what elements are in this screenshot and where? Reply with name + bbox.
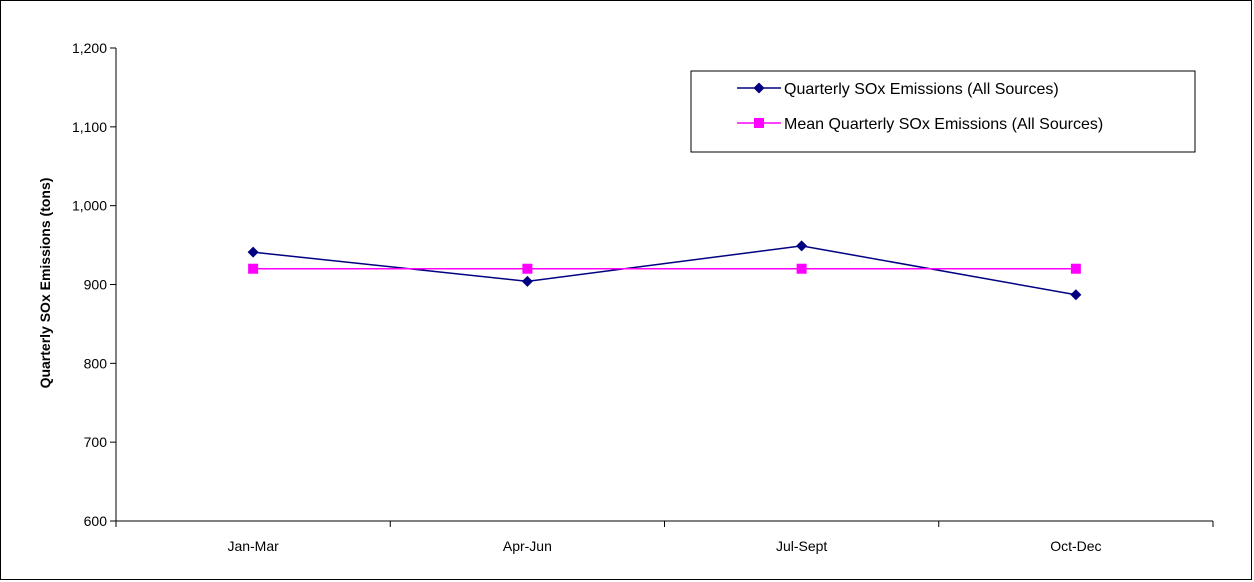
legend-items: Quarterly SOx Emissions (All Sources) Mea… bbox=[737, 81, 1103, 133]
series-2 bbox=[248, 263, 1081, 274]
series-layer bbox=[247, 240, 1082, 301]
legend-item: Quarterly SOx Emissions (All Sources) bbox=[737, 81, 1059, 98]
y-tick-label: 600 bbox=[84, 513, 108, 529]
x-axis-ticks: Jan-Mar Apr-Jun Jul-Sept Oct-Dec bbox=[115, 521, 1214, 554]
y-tick-label: 1,100 bbox=[72, 119, 107, 135]
series-line bbox=[253, 245, 1077, 296]
x-tick-label: Jul-Sept bbox=[776, 538, 827, 554]
legend-label: Quarterly SOx Emissions (All Sources) bbox=[784, 81, 1059, 98]
y-axis-title: Quarterly SOx Emissions (tons) bbox=[37, 178, 53, 389]
y-axis-title-group: Quarterly SOx Emissions (tons) bbox=[37, 178, 53, 389]
legend-swatch-marker bbox=[753, 82, 765, 94]
x-tick-label: Apr-Jun bbox=[503, 538, 552, 554]
legend-swatch-marker bbox=[754, 118, 764, 128]
y-tick-label: 1,200 bbox=[72, 40, 107, 56]
y-tick-label: 900 bbox=[84, 277, 108, 293]
y-tick-label: 1,000 bbox=[72, 198, 107, 214]
legend-label: Mean Quarterly SOx Emissions (All Source… bbox=[784, 116, 1103, 133]
legend-box bbox=[690, 70, 1196, 153]
data-point bbox=[1070, 263, 1081, 274]
data-point bbox=[522, 263, 533, 274]
x-tick-label: Jan-Mar bbox=[227, 538, 279, 554]
legend-item: Mean Quarterly SOx Emissions (All Source… bbox=[737, 116, 1103, 133]
data-point bbox=[796, 263, 807, 274]
x-tick-label: Oct-Dec bbox=[1050, 538, 1101, 554]
y-axis-ticks: 600 700 800 900 1,000 1,100 1,200 bbox=[72, 40, 116, 529]
chart-legend: Quarterly SOx Emissions (All Sources) Mea… bbox=[690, 70, 1196, 153]
data-point bbox=[248, 263, 259, 274]
data-point bbox=[1070, 289, 1082, 301]
y-tick-label: 800 bbox=[84, 355, 108, 371]
data-point bbox=[247, 246, 259, 258]
data-point bbox=[796, 240, 808, 252]
data-point bbox=[521, 275, 533, 287]
y-tick-label: 700 bbox=[84, 434, 108, 450]
series-1 bbox=[247, 240, 1082, 301]
